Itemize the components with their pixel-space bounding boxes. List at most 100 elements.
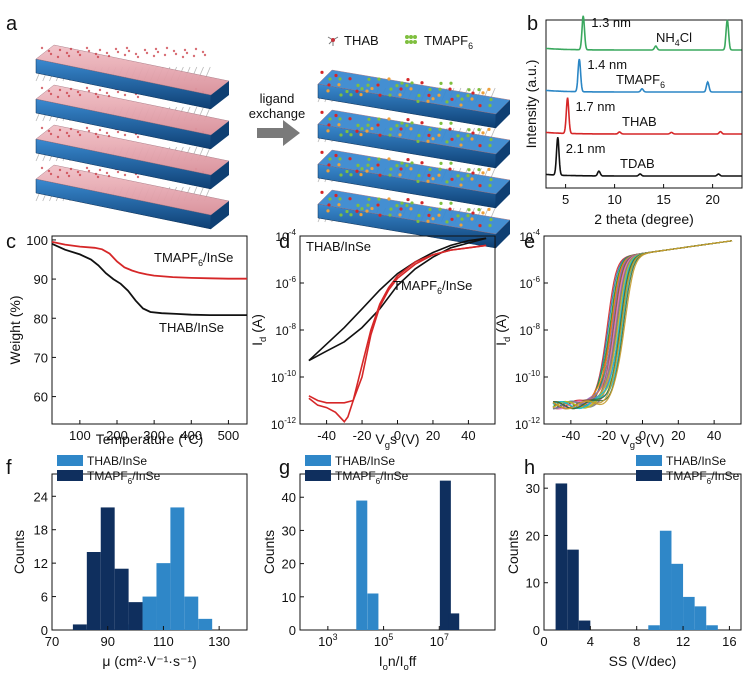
ligand-dot — [334, 153, 338, 158]
ligand-dot — [154, 47, 158, 51]
ligand-dot — [337, 83, 341, 87]
y-tick-label-g: 30 — [282, 523, 296, 538]
ligand-exchange-arrow — [257, 120, 300, 146]
ligand-dot — [406, 77, 410, 82]
xrd-peak-annotation: 1.7 nm — [576, 99, 616, 114]
ligand-dot — [409, 207, 413, 211]
ligand-dot — [96, 95, 100, 99]
legend-label-f: TMAPF6/InSe — [87, 469, 161, 486]
ligand-dot — [395, 84, 399, 88]
ligand-dot — [417, 93, 421, 98]
histogram-bar — [555, 483, 568, 630]
ligand-dot — [337, 203, 341, 207]
ligand-dot — [399, 207, 403, 211]
ligand-dot — [370, 166, 374, 171]
ligand-dot — [328, 77, 332, 81]
ligand-dot — [376, 123, 380, 127]
ligand-dot — [470, 217, 474, 221]
ligand-dot — [356, 83, 360, 87]
ligand-dot — [327, 203, 331, 207]
ligand-dot — [40, 46, 44, 50]
ligand-dot — [466, 134, 470, 138]
ligand-dot — [449, 161, 453, 165]
ligand-dot — [416, 139, 420, 144]
panel-letter-b: b — [527, 13, 538, 35]
ligand-dot — [437, 93, 441, 97]
ligand-dot — [192, 54, 196, 58]
transfer-curve — [308, 237, 487, 362]
ligand-dot — [183, 48, 187, 52]
ligand-dot — [460, 217, 464, 221]
histogram-bar — [578, 620, 591, 630]
inse-slab-end — [211, 161, 229, 189]
x-tick-label-e: 40 — [707, 428, 721, 443]
ligand-dot — [40, 166, 44, 170]
ligand-dot — [478, 144, 482, 148]
ligand-dot — [409, 167, 413, 171]
ligand-dot — [348, 197, 352, 201]
transfer-curve-device — [552, 240, 733, 410]
ligand-dot — [328, 157, 332, 161]
xrd-peak-annotation: 2.1 nm — [566, 141, 606, 156]
ligand-dot — [406, 117, 410, 122]
ligand-dot — [370, 86, 374, 91]
x-axis-label-h: SS (V/dec) — [609, 653, 677, 669]
ligand-dot — [427, 213, 431, 217]
y-tick-label-d: 10-4​ — [275, 228, 296, 244]
ligand-dot — [69, 127, 73, 131]
ligand-dot — [438, 167, 442, 171]
ligand-dot — [450, 177, 454, 181]
ligand-dot — [355, 129, 359, 133]
ligand-dot — [466, 214, 470, 218]
ligand-dot — [426, 99, 430, 103]
ligand-dot — [377, 157, 381, 161]
ligand-dot — [56, 55, 60, 59]
transfer-curve-device — [552, 240, 733, 410]
xrd-curve-tdab — [546, 137, 742, 177]
histogram-bar — [72, 624, 87, 630]
panel-letter-f: f — [6, 457, 12, 479]
ligand-dot — [367, 117, 371, 121]
ligand-dot — [348, 77, 352, 81]
x-tick-label-d: -20 — [353, 428, 372, 443]
ligand-dot — [337, 123, 341, 127]
ligand-dot — [163, 53, 167, 57]
ligand-dot — [410, 121, 414, 125]
y-tick-label-c: 80 — [34, 311, 48, 326]
transfer-curve-device — [552, 240, 733, 409]
ligand-dot — [428, 127, 432, 132]
histogram-bar — [567, 549, 579, 630]
xrd-peak-annotation: 1.3 nm — [591, 15, 631, 30]
transfer-curve-device — [552, 240, 733, 410]
tga-curve — [51, 241, 247, 280]
ligand-dot — [203, 53, 207, 57]
ligand-dot — [359, 213, 363, 217]
ligand-dot — [481, 171, 485, 175]
ligand-dot — [400, 161, 404, 165]
ligand-dot — [78, 93, 82, 97]
ligand-dot — [367, 77, 371, 81]
ligand-dot — [438, 207, 442, 211]
transfer-label-tmapf6: TMAPF6/InSe — [393, 278, 472, 296]
x-tick-label-f: 90 — [100, 634, 114, 649]
ligand-dot — [58, 128, 62, 132]
panel-letter-c: c — [6, 231, 16, 253]
ligand-dot — [471, 91, 475, 95]
ligand-dot — [348, 117, 352, 121]
ligand-dot — [334, 113, 338, 118]
inse-slab-end — [496, 220, 510, 248]
ligand-dot — [326, 209, 330, 213]
x-tick-label-g: 105​ — [374, 632, 393, 649]
ligand-dot — [359, 133, 363, 137]
ligand-dot — [487, 207, 491, 212]
ligand-dot — [400, 81, 404, 85]
ligand-dot — [76, 50, 80, 54]
ligand-dot — [172, 49, 176, 53]
tga-curve — [51, 242, 247, 317]
ligand-dot — [47, 49, 51, 53]
ligand-dot — [365, 169, 369, 173]
ligand-dot — [56, 95, 60, 99]
